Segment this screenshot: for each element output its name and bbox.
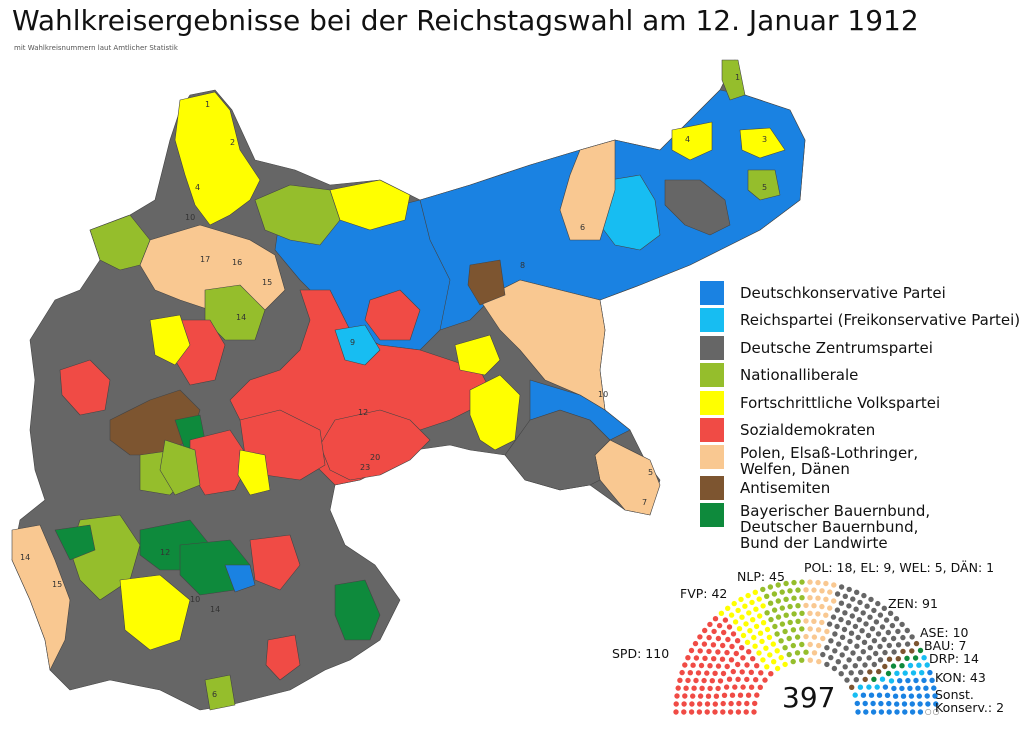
- legend-label: Deutsche Zentrumspartei: [740, 339, 933, 357]
- region-center-fvp: [454, 334, 501, 376]
- district-number: 1: [205, 100, 210, 109]
- district-number: 10: [185, 213, 195, 222]
- district-number: 7: [642, 498, 647, 507]
- legend-item-sozialdemokraten: Sozialdemokraten: [700, 418, 875, 442]
- region-east-nl: [747, 169, 781, 201]
- district-number: 14: [236, 313, 246, 322]
- legend-item-fortschrittliche: Fortschrittliche Volkspartei: [700, 391, 940, 415]
- region-east-zen: [664, 179, 731, 236]
- district-number: 8: [520, 261, 525, 270]
- region-ruhr-spd: [59, 359, 111, 416]
- seat-label-nlp: NLP: 45: [737, 569, 785, 584]
- legend-swatch: [700, 391, 724, 415]
- legend-item-deutschkonservative: Deutschkonservative Partei: [700, 281, 946, 305]
- region-west-fvp: [149, 314, 191, 366]
- legend-swatch: [700, 445, 724, 469]
- region-saxony-spd: [319, 409, 431, 481]
- district-number: 15: [262, 278, 272, 287]
- district-number: 1: [735, 73, 740, 82]
- region-wuerttemberg-fvp: [119, 574, 191, 651]
- seat-label-minorities: POL: 18, EL: 9, WEL: 5, DÄN: 1: [804, 560, 995, 575]
- legend-label: Reichspartei (Freikonservative Partei): [740, 311, 1021, 329]
- region-mecklenburg-fvp: [329, 179, 411, 231]
- seat-label-ase: ASE: 10: [920, 625, 969, 640]
- legend-item-bauernbund: Bayerischer Bauernbund, Deutscher Bauern…: [700, 503, 930, 551]
- legend-label: Bayerischer Bauernbund, Deutscher Bauern…: [740, 502, 931, 552]
- region-east-nl2: [721, 59, 746, 101]
- district-number: 6: [580, 223, 585, 232]
- region-west-nl: [89, 214, 151, 271]
- region-east-fvp2: [739, 127, 786, 159]
- region-schleswig: [174, 91, 261, 226]
- region-allgaeu-nl: [204, 674, 236, 711]
- district-number: 9: [350, 338, 355, 347]
- legend-label: Polen, Elsaß-Lothringer, Welfen, Dänen: [740, 444, 919, 478]
- district-number: 5: [762, 183, 767, 192]
- district-number: 5: [648, 468, 653, 477]
- legend-label: Nationalliberale: [740, 366, 859, 384]
- district-number: 23: [360, 463, 370, 472]
- seat-label-kon: KON: 43: [935, 670, 986, 685]
- district-number: 15: [52, 580, 62, 589]
- district-number: 6: [212, 690, 217, 699]
- region-baden-bau: [54, 524, 96, 561]
- legend-swatch: [700, 418, 724, 442]
- legend-label: Sozialdemokraten: [740, 421, 876, 439]
- district-number: 17: [200, 255, 210, 264]
- legend-swatch: [700, 363, 724, 387]
- region-center-rp: [334, 324, 381, 366]
- district-number: 3: [762, 135, 767, 144]
- region-thuringia-fvp: [237, 449, 271, 496]
- district-number: 14: [20, 553, 30, 562]
- map-title: Wahlkreisergebnisse bei der Reichstagswa…: [12, 4, 919, 37]
- region-center-fvp2: [469, 374, 521, 451]
- legend-swatch: [700, 336, 724, 360]
- legend-item-minderheiten: Polen, Elsaß-Lothringer, Welfen, Dänen: [700, 445, 918, 477]
- district-number: 12: [358, 408, 368, 417]
- district-number: 10: [190, 595, 200, 604]
- seat-label-zen: ZEN: 91: [888, 596, 938, 611]
- region-berlin-spd: [364, 289, 421, 341]
- region-munich-spd: [265, 634, 301, 681]
- legend-item-zentrum: Deutsche Zentrumspartei: [700, 336, 933, 360]
- legend-label: Fortschrittliche Volkspartei: [740, 394, 941, 412]
- seat-label-bau: BAU: 7: [924, 638, 967, 653]
- seat-label-drp: DRP: 14: [929, 651, 979, 666]
- district-number: 14: [210, 605, 220, 614]
- region-silesia-blue: [529, 379, 631, 441]
- legend-swatch: [700, 503, 724, 527]
- region-bavaria-bau: [334, 579, 381, 641]
- region-antisem-east: [467, 259, 506, 306]
- district-number: 10: [598, 390, 608, 399]
- seat-label-fvp: FVP: 42: [680, 586, 728, 601]
- region-alsace: [11, 524, 71, 671]
- legend-item-antisemiten: Antisemiten: [700, 476, 830, 500]
- seat-total: 397: [782, 681, 836, 714]
- region-franconia-spd: [249, 534, 301, 591]
- legend-item-reichspartei: Reichspartei (Freikonservative Partei): [700, 308, 1020, 332]
- seat-label-spd: SPD: 110: [612, 646, 670, 661]
- legend-swatch: [700, 281, 724, 305]
- district-number: 4: [195, 183, 200, 192]
- region-posen: [479, 279, 606, 411]
- district-number: 16: [232, 258, 242, 267]
- district-number: 20: [370, 453, 380, 462]
- district-number: 2: [230, 138, 235, 147]
- district-number: 4: [685, 135, 690, 144]
- legend-label: Deutschkonservative Partei: [740, 284, 946, 302]
- district-number: 12: [160, 548, 170, 557]
- region-thuringia-nl: [159, 439, 201, 496]
- region-upper-silesia: [594, 439, 661, 516]
- region-mecklenburg: [254, 184, 341, 246]
- legend-label: Antisemiten: [740, 479, 831, 497]
- region-westprussia: [559, 139, 616, 241]
- legend-swatch: [700, 476, 724, 500]
- map-subtitle: mit Wahlkreisnummern laut Amtlicher Stat…: [14, 44, 178, 52]
- region-east-fvp: [671, 121, 713, 161]
- region-nuremberg-blue: [224, 564, 256, 593]
- legend-item-nationalliberale: Nationalliberale: [700, 363, 858, 387]
- seat-label-sonst: Sonst. Konserv.: 2: [935, 687, 1005, 715]
- legend-swatch: [700, 308, 724, 332]
